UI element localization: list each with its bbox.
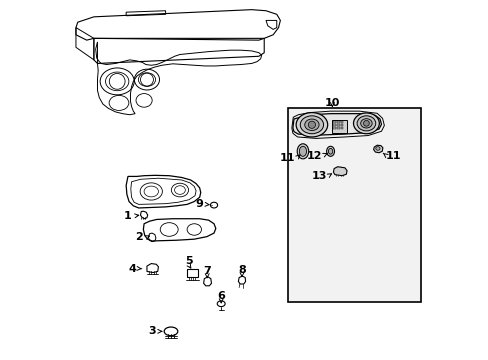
Bar (333, 121, 335, 123)
Polygon shape (373, 145, 382, 153)
Text: 4: 4 (128, 264, 136, 274)
Bar (340, 124, 343, 126)
Text: 13: 13 (311, 171, 326, 181)
Ellipse shape (326, 146, 334, 156)
Bar (336, 127, 339, 129)
Ellipse shape (360, 119, 371, 128)
Ellipse shape (299, 146, 306, 156)
Ellipse shape (328, 148, 332, 154)
Polygon shape (333, 167, 346, 176)
Circle shape (308, 121, 315, 129)
Ellipse shape (297, 144, 308, 159)
Text: 6: 6 (217, 291, 224, 301)
Text: 8: 8 (238, 265, 245, 275)
Ellipse shape (300, 116, 323, 134)
Text: 7: 7 (203, 266, 210, 276)
Bar (187, 269, 198, 277)
Text: 5: 5 (184, 256, 192, 266)
Ellipse shape (296, 113, 327, 137)
Text: 1: 1 (123, 211, 131, 221)
Bar (332, 120, 346, 133)
Bar (340, 121, 343, 123)
Bar (333, 127, 335, 129)
Text: 3: 3 (148, 326, 155, 336)
Text: 9: 9 (195, 199, 203, 210)
Text: 11: 11 (386, 150, 401, 161)
Ellipse shape (375, 147, 379, 150)
Bar (333, 124, 335, 126)
Text: 11: 11 (279, 153, 294, 163)
Ellipse shape (356, 116, 375, 131)
Text: 2: 2 (135, 232, 143, 242)
Text: 12: 12 (306, 150, 322, 161)
Bar (336, 124, 339, 126)
Circle shape (363, 121, 368, 126)
Bar (340, 127, 343, 129)
Ellipse shape (304, 119, 319, 131)
Ellipse shape (353, 113, 379, 134)
Polygon shape (292, 114, 381, 135)
Bar (336, 121, 339, 123)
Bar (287, 108, 420, 302)
Text: 10: 10 (324, 98, 339, 108)
